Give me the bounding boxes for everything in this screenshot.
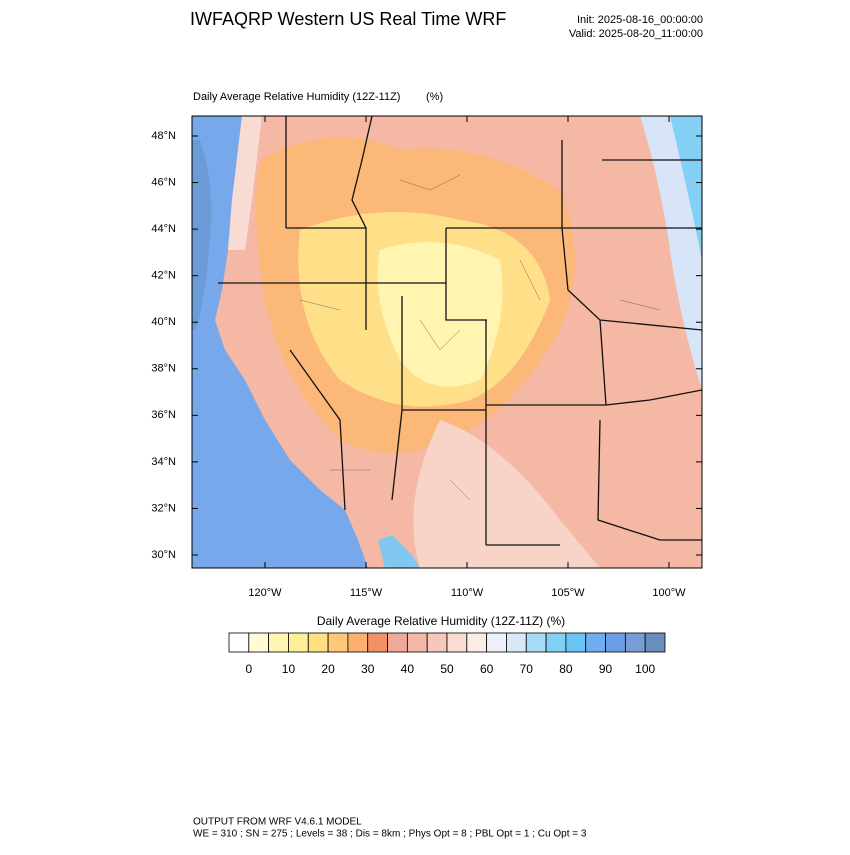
- colorbar-swatch: [268, 632, 289, 653]
- colorbar-swatch: [367, 632, 388, 653]
- colorbar-label: 100: [635, 662, 655, 676]
- colorbar-label: 90: [599, 662, 613, 676]
- lat-label: 48°N: [151, 130, 176, 142]
- colorbar-swatch: [387, 632, 408, 653]
- lon-label: 115°W: [350, 587, 383, 599]
- colorbar-swatch: [624, 632, 646, 653]
- lon-label: 100°W: [652, 587, 686, 599]
- lat-label: 42°N: [151, 270, 176, 282]
- map-field: [192, 116, 702, 568]
- colorbar-label: 80: [559, 662, 573, 676]
- lat-label: 32°N: [151, 502, 176, 514]
- colorbar-swatch: [506, 632, 527, 653]
- colorbar-swatch: [605, 632, 626, 653]
- valid-time: Valid: 2025-08-20_11:00:00: [569, 28, 703, 40]
- colorbar-label: 0: [245, 662, 252, 676]
- colorbar-swatch: [307, 632, 329, 653]
- colorbar-swatch: [585, 632, 606, 653]
- colorbar-swatch: [446, 632, 468, 653]
- colorbar-swatch: [406, 632, 428, 653]
- colorbar-swatch: [228, 632, 250, 653]
- colorbar-label: 50: [440, 662, 454, 676]
- colorbar-swatch: [525, 632, 547, 653]
- lon-label: 105°W: [551, 587, 585, 599]
- lat-label: 40°N: [151, 316, 176, 328]
- colorbar-swatch: [347, 632, 369, 653]
- colorbar-label: 30: [361, 662, 375, 676]
- map-units: (%): [426, 91, 443, 103]
- init-time: Init: 2025-08-16_00:00:00: [577, 14, 703, 26]
- lat-label: 46°N: [151, 176, 176, 188]
- colorbar-swatch: [466, 632, 488, 653]
- lon-label: 110°W: [451, 587, 484, 599]
- colorbar-label: 60: [480, 662, 494, 676]
- colorbar-swatch: [644, 632, 666, 653]
- colorbar-title: Daily Average Relative Humidity (12Z-11Z…: [317, 614, 565, 628]
- colorbar-swatch: [288, 632, 309, 653]
- lat-label: 44°N: [151, 223, 176, 235]
- lat-label: 30°N: [151, 549, 176, 561]
- colorbar-label: 10: [282, 662, 296, 676]
- colorbar-label: 40: [401, 662, 415, 676]
- colorbar-swatch: [486, 632, 507, 653]
- footer-line: OUTPUT FROM WRF V4.6.1 MODEL: [193, 817, 362, 828]
- map-frame: [191, 115, 703, 569]
- colorbar-label: 20: [321, 662, 335, 676]
- colorbar-label: 70: [520, 662, 534, 676]
- lat-label: 34°N: [151, 456, 176, 468]
- footer-line: WE = 310 ; SN = 275 ; Levels = 38 ; Dis …: [193, 829, 587, 840]
- title: IWFAQRP Western US Real Time WRF: [190, 9, 506, 29]
- map-title: Daily Average Relative Humidity (12Z-11Z…: [193, 91, 400, 103]
- colorbar-swatch: [565, 632, 587, 653]
- lat-label: 36°N: [151, 409, 176, 421]
- colorbar-swatch: [248, 632, 270, 653]
- colorbar-swatch: [426, 632, 448, 653]
- colorbar-swatch: [327, 632, 349, 653]
- colorbar-swatch: [545, 632, 567, 653]
- lat-label: 38°N: [151, 363, 176, 375]
- lon-label: 120°W: [248, 587, 282, 599]
